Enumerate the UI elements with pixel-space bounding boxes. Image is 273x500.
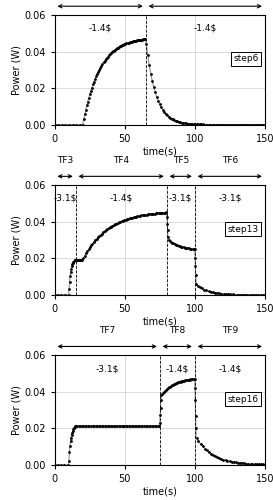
Text: -3.1$: -3.1$ <box>96 364 119 373</box>
X-axis label: time(s): time(s) <box>142 146 177 156</box>
Text: -1.4$: -1.4$ <box>166 364 189 373</box>
Text: step13: step13 <box>227 224 259 234</box>
Text: -3.1$: -3.1$ <box>54 194 77 203</box>
X-axis label: time(s): time(s) <box>142 316 177 326</box>
Text: TF6: TF6 <box>222 156 238 166</box>
Text: TF7: TF7 <box>99 326 115 336</box>
Text: -1.4$: -1.4$ <box>109 194 133 203</box>
Y-axis label: Power (W): Power (W) <box>11 215 21 265</box>
Text: -1.4$: -1.4$ <box>88 24 112 33</box>
Text: step16: step16 <box>227 394 259 404</box>
Y-axis label: Power (W): Power (W) <box>11 45 21 95</box>
Text: -3.1$: -3.1$ <box>218 194 241 203</box>
Text: step6: step6 <box>233 54 259 64</box>
Text: -1.4$: -1.4$ <box>218 364 241 373</box>
Text: TF9: TF9 <box>222 326 238 336</box>
Text: -1.4$: -1.4$ <box>194 24 217 33</box>
Text: TF3: TF3 <box>57 156 73 166</box>
Text: TF8: TF8 <box>169 326 185 336</box>
Text: -3.1$: -3.1$ <box>169 194 192 203</box>
Y-axis label: Power (W): Power (W) <box>11 385 21 435</box>
Text: TF5: TF5 <box>173 156 189 166</box>
X-axis label: time(s): time(s) <box>142 487 177 497</box>
Text: TF4: TF4 <box>113 156 129 166</box>
